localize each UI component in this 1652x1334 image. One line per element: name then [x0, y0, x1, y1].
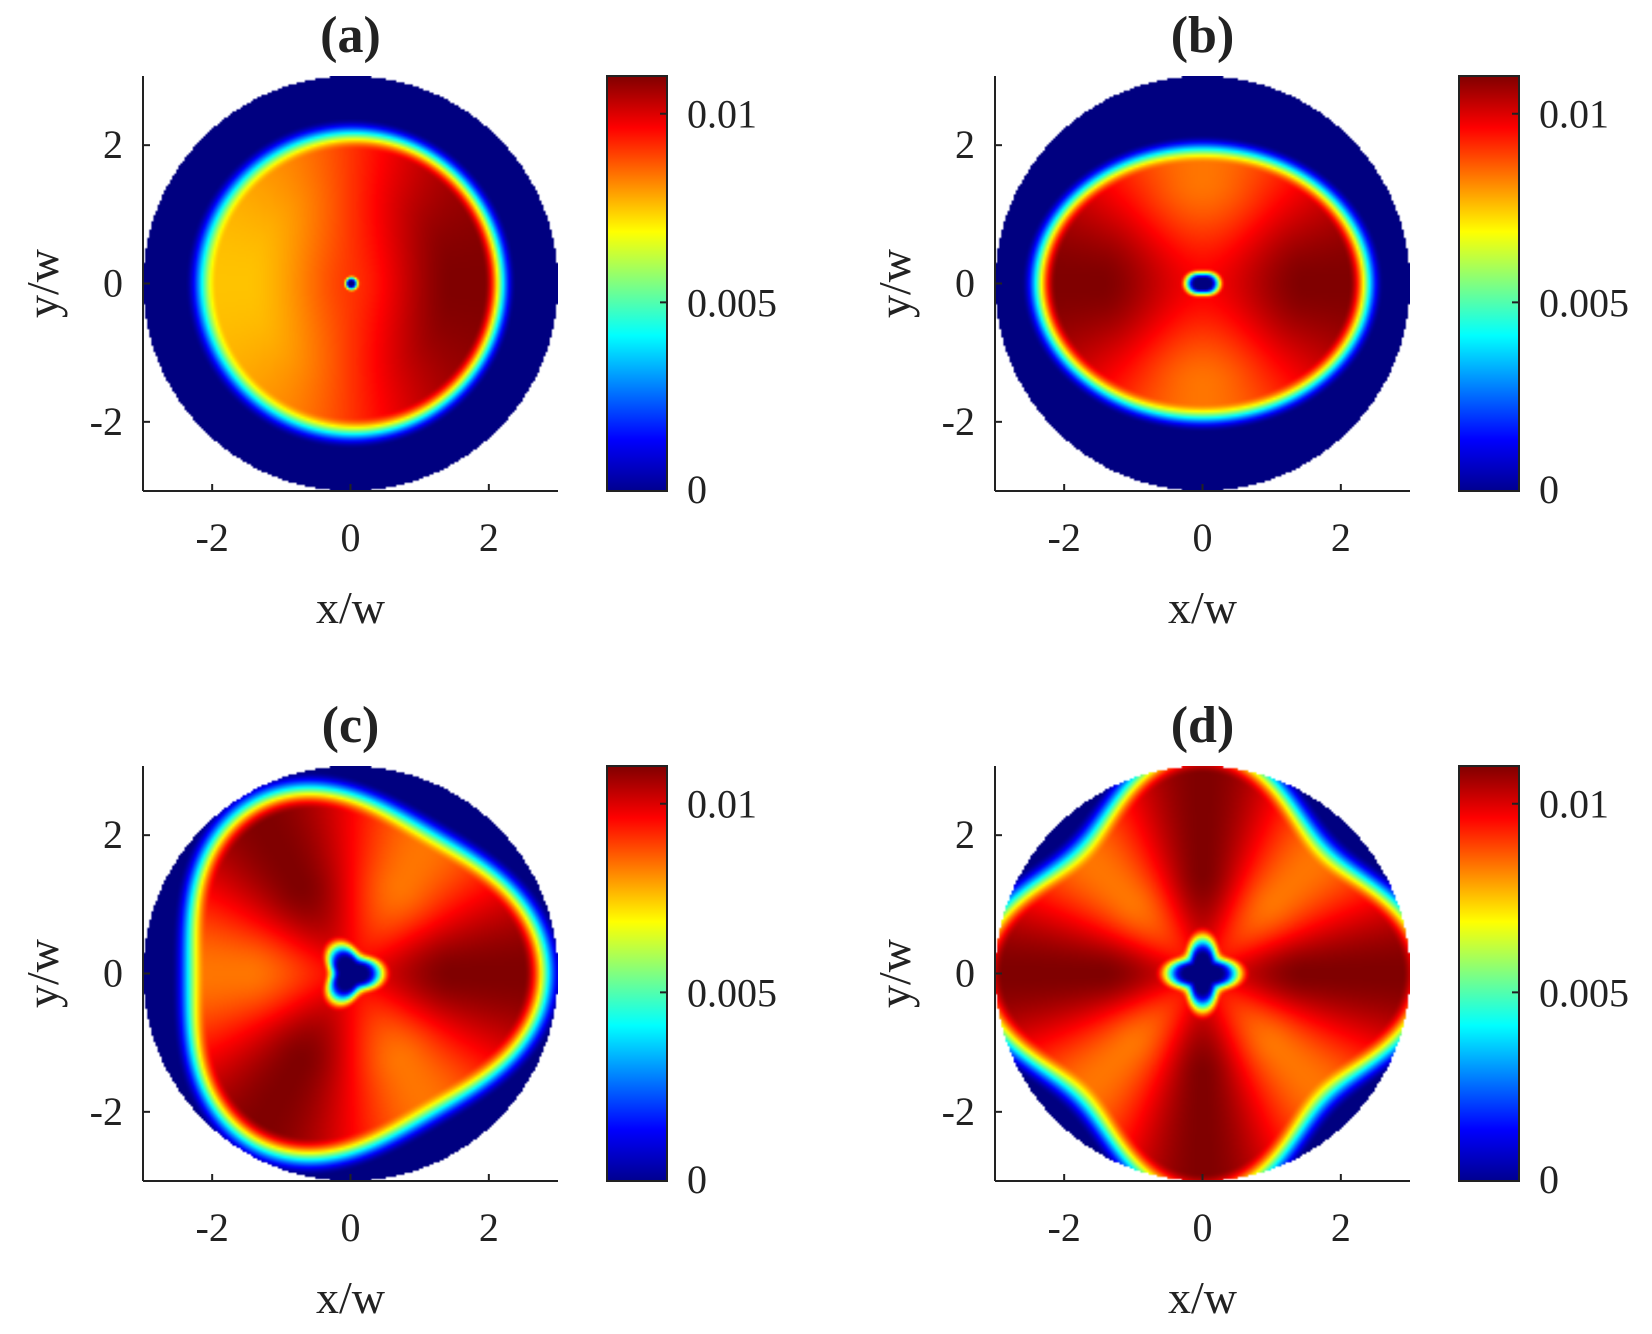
y-tick-label: 2	[103, 122, 123, 167]
x-tick-label: 0	[1193, 515, 1213, 560]
x-axis-label: x/w	[1168, 582, 1238, 633]
colorbar-tick-label: 0	[1539, 467, 1559, 512]
colorbar-tick-label: 0.005	[1539, 280, 1629, 325]
y-tick-label: 2	[955, 812, 975, 857]
panel-title: (d)	[1171, 697, 1235, 754]
colorbar-tick-label: 0.005	[687, 970, 777, 1015]
panel-d: (d) -2 0 2 2 0 -2 x/w y/w 0.01 0.005 0	[869, 697, 1629, 1323]
x-tick-label: 2	[479, 1205, 499, 1250]
panel-a: (a) -2 0 2 2 0 -2 x/w y/w 0.01 0.005 0	[17, 7, 777, 633]
heatmap-image	[143, 766, 558, 1181]
x-axis-label: x/w	[316, 1272, 386, 1323]
colorbar-tick-label: 0.005	[1539, 970, 1629, 1015]
y-axis-label: y/w	[869, 938, 920, 1008]
colorbar-tick-label: 0.01	[687, 92, 757, 137]
colorbar-tick-label: 0.005	[687, 280, 777, 325]
colorbar-tick-label: 0	[687, 1157, 707, 1202]
y-axis-label: y/w	[17, 248, 68, 318]
x-tick-label: 2	[1331, 515, 1351, 560]
x-tick-label: -2	[1048, 515, 1081, 560]
y-tick-label: -2	[942, 1089, 975, 1134]
y-tick-label: -2	[90, 399, 123, 444]
y-tick-label: 0	[955, 951, 975, 996]
y-tick-label: 0	[955, 261, 975, 306]
panel-title: (b)	[1171, 7, 1235, 64]
x-tick-label: -2	[196, 515, 229, 560]
y-tick-label: 2	[955, 122, 975, 167]
x-tick-label: 2	[479, 515, 499, 560]
y-axis-label: y/w	[17, 938, 68, 1008]
colorbar-tick-label: 0	[1539, 1157, 1559, 1202]
y-tick-label: 0	[103, 261, 123, 306]
panel-b: (b) -2 0 2 2 0 -2 x/w y/w 0.01 0.005 0	[869, 7, 1629, 633]
x-tick-label: -2	[196, 1205, 229, 1250]
y-tick-label: 0	[103, 951, 123, 996]
heatmap-image	[995, 766, 1410, 1181]
colorbar-tick-label: 0.01	[1539, 92, 1609, 137]
y-axis-label: y/w	[869, 248, 920, 318]
colorbar	[606, 765, 668, 1182]
colorbar	[1458, 765, 1520, 1182]
colorbar	[1458, 75, 1520, 492]
panel-c: (c) -2 0 2 2 0 -2 x/w y/w 0.01 0.005 0	[17, 697, 777, 1323]
x-axis-label: x/w	[316, 582, 386, 633]
y-tick-label: 2	[103, 812, 123, 857]
x-tick-label: 0	[341, 515, 361, 560]
panel-title: (c)	[322, 697, 380, 754]
x-tick-label: -2	[1048, 1205, 1081, 1250]
x-tick-label: 0	[341, 1205, 361, 1250]
colorbar-tick-label: 0	[687, 467, 707, 512]
panel-title: (a)	[320, 7, 381, 64]
x-tick-label: 0	[1193, 1205, 1213, 1250]
x-axis-label: x/w	[1168, 1272, 1238, 1323]
y-tick-label: -2	[90, 1089, 123, 1134]
y-tick-label: -2	[942, 399, 975, 444]
colorbar	[606, 75, 668, 492]
colorbar-tick-label: 0.01	[687, 782, 757, 827]
colorbar-tick-label: 0.01	[1539, 782, 1609, 827]
heatmap-image	[143, 76, 558, 491]
heatmap-image	[995, 76, 1410, 491]
x-tick-label: 2	[1331, 1205, 1351, 1250]
